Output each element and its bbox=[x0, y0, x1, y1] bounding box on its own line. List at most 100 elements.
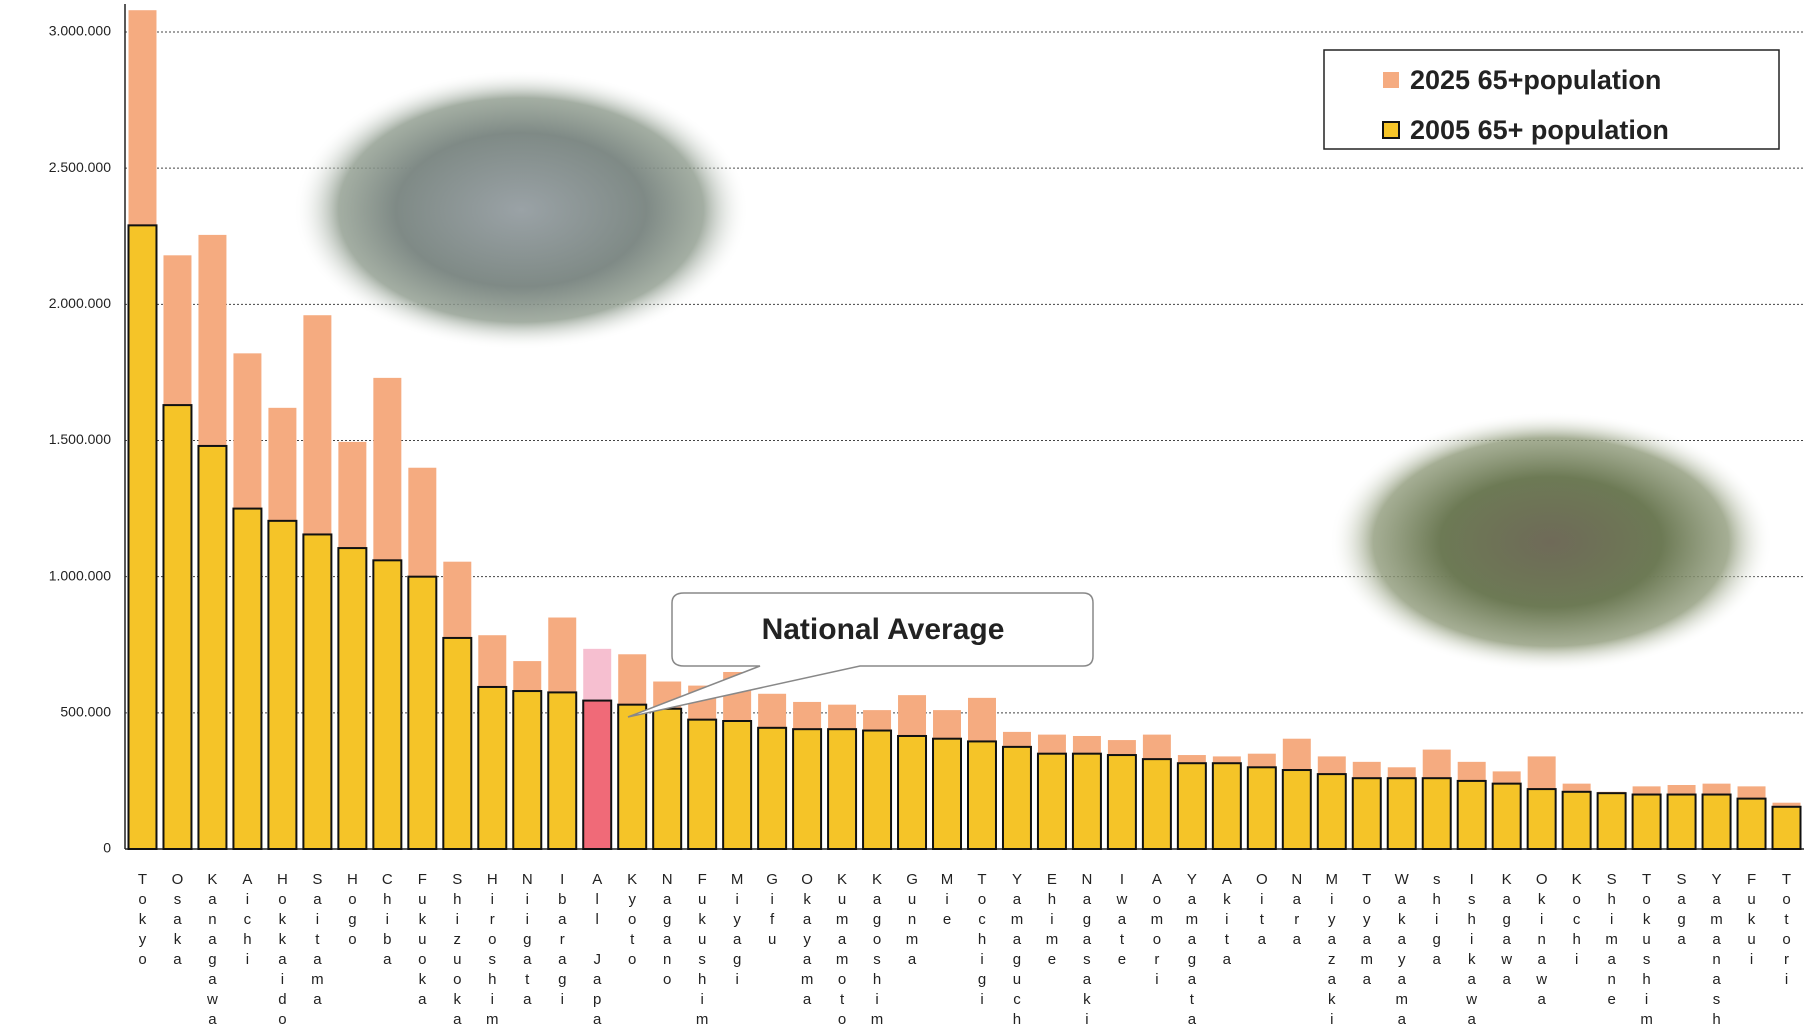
x-tick-label: Toyama bbox=[1358, 871, 1375, 991]
x-tick-label: Hokkaido bbox=[274, 871, 291, 1031]
bar bbox=[197, 444, 228, 850]
x-tick-label: Hiroshima bbox=[484, 871, 501, 1031]
x-tick-label: Fukui bbox=[1743, 871, 1760, 971]
legend-label: 2025 65+population bbox=[1410, 65, 1661, 95]
bar bbox=[1771, 805, 1802, 850]
x-tick-label: Ibaragi bbox=[554, 871, 571, 1011]
y-tick-label: 2.000.000 bbox=[49, 295, 111, 311]
x-tick-label: Okayama bbox=[799, 871, 816, 1011]
callout-box bbox=[627, 592, 1094, 718]
bar bbox=[792, 728, 823, 851]
bar bbox=[652, 707, 683, 851]
bar bbox=[267, 519, 298, 850]
x-tick-label: Ehime bbox=[1043, 871, 1060, 971]
annotation: National Average bbox=[762, 613, 1005, 646]
x-tick-label: Miyagi bbox=[729, 871, 746, 991]
x-tick-label: Hogo bbox=[344, 871, 361, 951]
bar bbox=[1351, 777, 1382, 851]
bar bbox=[757, 726, 788, 850]
x-tick-label: Mie bbox=[939, 871, 956, 931]
x-tick-label: Saitama bbox=[309, 871, 326, 1011]
bar bbox=[477, 685, 508, 850]
bar bbox=[127, 224, 158, 850]
bar bbox=[582, 699, 613, 850]
bar bbox=[966, 740, 997, 851]
x-tick-label: Iwate bbox=[1113, 871, 1130, 971]
bar bbox=[162, 404, 193, 850]
x-tick-label: Kyoto bbox=[624, 871, 641, 971]
x-tick-label: All Japan bbox=[589, 871, 606, 1031]
x-tick-label: Kagoshima bbox=[869, 871, 886, 1031]
x-tick-label: Gunma bbox=[904, 871, 921, 971]
bar bbox=[372, 559, 403, 850]
bar bbox=[337, 547, 368, 850]
x-tick-label: Kagawa bbox=[1498, 871, 1515, 991]
legend-swatch bbox=[1383, 72, 1399, 88]
bar bbox=[1386, 777, 1417, 851]
legend-swatch bbox=[1382, 121, 1400, 139]
x-tick-label: Aichi bbox=[239, 871, 256, 971]
x-tick-label: Okinawa bbox=[1533, 871, 1550, 1011]
bar bbox=[687, 718, 718, 850]
village-photo bbox=[1329, 412, 1773, 672]
x-tick-label: Ishikawa bbox=[1463, 871, 1480, 1031]
bar bbox=[1596, 792, 1627, 851]
y-tick-label: 1.000.000 bbox=[49, 567, 111, 583]
bar bbox=[547, 691, 578, 850]
bar bbox=[442, 636, 473, 850]
bar bbox=[1106, 754, 1137, 850]
y-tick-label: 3.000.000 bbox=[49, 23, 111, 39]
x-tick-label: Akita bbox=[1218, 871, 1235, 971]
bar bbox=[932, 737, 963, 851]
bar bbox=[1071, 752, 1102, 851]
x-tick-label: Nagano bbox=[659, 871, 676, 991]
bar bbox=[1176, 762, 1207, 851]
x-tick-label: Nagasaki bbox=[1078, 871, 1095, 1031]
bar bbox=[1421, 777, 1452, 851]
bar bbox=[1246, 766, 1277, 850]
x-tick-label: Shimane bbox=[1603, 871, 1620, 1011]
bar bbox=[862, 729, 893, 850]
bar bbox=[1491, 782, 1522, 851]
bar bbox=[1281, 769, 1312, 850]
bar bbox=[1736, 797, 1767, 851]
legend: 2025 65+population 2005 65+ population bbox=[1323, 49, 1780, 150]
bar bbox=[512, 690, 543, 851]
x-tick-label: Tokyo bbox=[134, 871, 151, 971]
city-photo bbox=[293, 70, 749, 350]
callout: National Average bbox=[627, 592, 1094, 718]
x-tick-label: Aomori bbox=[1148, 871, 1165, 991]
x-tick-label: Totori bbox=[1778, 871, 1795, 991]
x-tick-label: Miyazaki bbox=[1323, 871, 1340, 1031]
x-tick-label: Saga bbox=[1673, 871, 1690, 951]
bar bbox=[1036, 752, 1067, 851]
x-tick-label: Fukuoka bbox=[414, 871, 431, 1011]
x-tick-label: Yamanashi bbox=[1708, 871, 1725, 1031]
x-tick-label: Yamagata bbox=[1183, 871, 1200, 1031]
y-tick-label: 0 bbox=[103, 840, 111, 856]
x-tick-label: Kanagawa bbox=[204, 871, 221, 1031]
bar bbox=[1561, 790, 1592, 850]
bar bbox=[1001, 745, 1032, 850]
x-tick-label: shiga bbox=[1428, 871, 1445, 971]
x-tick-label: Shizuoka bbox=[449, 871, 466, 1031]
bar bbox=[1316, 773, 1347, 851]
bar bbox=[1141, 758, 1172, 851]
x-tick-label: Yamaguchi bbox=[1008, 871, 1025, 1031]
bar bbox=[1526, 788, 1557, 851]
bar bbox=[302, 533, 333, 851]
bar bbox=[1456, 779, 1487, 851]
x-tick-label: Osaka bbox=[169, 871, 186, 971]
x-tick-label: Wakayama bbox=[1393, 871, 1410, 1031]
plot-area: 0 500.000 1.000.000 1.500.000 2.000.000 2.500… bbox=[49, 4, 1804, 1031]
x-tick-label: Niigata bbox=[519, 871, 536, 1011]
x-tick-label: Tokushima bbox=[1638, 871, 1655, 1031]
bar bbox=[232, 507, 263, 850]
y-tick-label: 2.500.000 bbox=[49, 159, 111, 175]
bar bbox=[827, 728, 858, 851]
bar bbox=[1631, 793, 1662, 850]
y-tick-label: 500.000 bbox=[60, 704, 111, 720]
x-tick-label: Gifu bbox=[764, 871, 781, 951]
